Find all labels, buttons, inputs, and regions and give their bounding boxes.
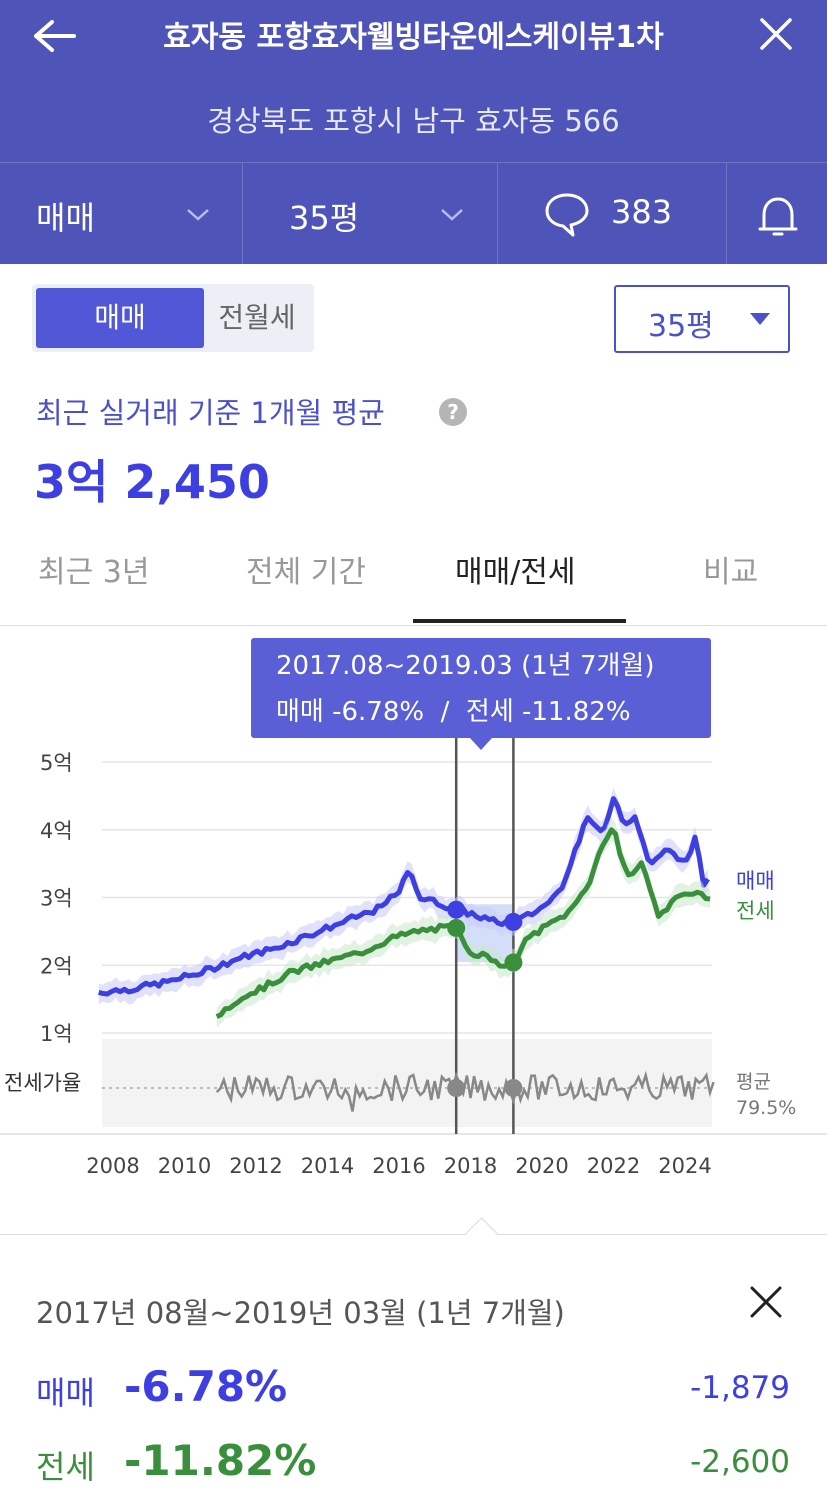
rent-diff: -2,600 bbox=[690, 1444, 790, 1480]
sale-line bbox=[98, 796, 710, 997]
segment-rent[interactable]: 전월세 bbox=[218, 301, 296, 334]
y-axis: 1억 2억 3억 4억 5억 bbox=[40, 751, 73, 1046]
chevron-down-icon bbox=[441, 209, 463, 221]
period-tabs: 최근 3년 전체 기간 매매/전세 비교 bbox=[0, 535, 827, 626]
ratio-series bbox=[215, 1070, 715, 1112]
address: 경상북도 포항시 남구 효자동 566 bbox=[207, 104, 620, 138]
tab-all-period[interactable]: 전체 기간 bbox=[246, 555, 366, 590]
ratio-marker bbox=[504, 1079, 523, 1097]
chart-grid bbox=[102, 761, 712, 1034]
selection-marker bbox=[447, 900, 466, 919]
selection-tooltip: 2017.08~2019.03 (1년 7개월) 매매 -6.78% / 전세 … bbox=[251, 638, 711, 750]
ratio-line bbox=[215, 1070, 715, 1112]
y-tick-label: 1억 bbox=[40, 1022, 73, 1046]
legend-sale: 매매 bbox=[736, 869, 775, 893]
avg-label: 최근 실거래 기준 1개월 평균 bbox=[36, 396, 385, 430]
selection-markers bbox=[447, 900, 523, 1097]
header-filter-bar: 매매 35평 383 bbox=[0, 162, 827, 265]
rent-line bbox=[215, 827, 711, 1019]
comments-button[interactable]: 383 bbox=[497, 163, 727, 265]
x-tick-label: 2016 bbox=[372, 1154, 425, 1178]
selection-marker bbox=[504, 912, 523, 931]
trade-type-dropdown[interactable]: 매매 bbox=[0, 163, 243, 265]
active-tab-indicator bbox=[413, 619, 626, 623]
help-icon[interactable]: ? bbox=[439, 398, 467, 426]
pyeong-select[interactable]: 35평 bbox=[614, 285, 790, 353]
x-tick-label: 2022 bbox=[587, 1154, 640, 1178]
sale-pct: -6.78% bbox=[124, 1362, 288, 1411]
ratio-label: 전세가율 bbox=[4, 1071, 81, 1095]
trade-type-label: 매매 bbox=[36, 199, 95, 237]
sale-diff: -1,879 bbox=[690, 1370, 790, 1406]
tooltip-box bbox=[251, 638, 711, 738]
rent-pct: -11.82% bbox=[124, 1436, 317, 1485]
caret-down-icon bbox=[750, 313, 770, 325]
ratio-avg-value: 79.5% bbox=[736, 1097, 796, 1119]
y-tick-label: 2억 bbox=[40, 954, 73, 978]
x-tick-label: 2020 bbox=[515, 1154, 568, 1178]
speech-bubble-icon bbox=[545, 193, 589, 237]
x-axis: 2008 2010 2012 2014 2016 2018 2020 2022 2024 bbox=[86, 1154, 711, 1178]
x-tick-label: 2010 bbox=[158, 1154, 211, 1178]
tooltip-period: 2017.08~2019.03 (1년 7개월) bbox=[276, 651, 654, 681]
avg-price: 3억 2,450 bbox=[34, 455, 270, 509]
price-chart[interactable]: 전세가율 평균 79.5% 1억 2억 3억 4억 5억 2008 2010 2012 201… bbox=[0, 626, 827, 1226]
legend-rent: 전세 bbox=[736, 899, 775, 923]
sale-label: 매매 bbox=[36, 1374, 95, 1412]
x-tick-label: 2014 bbox=[301, 1154, 354, 1178]
sale-range-band bbox=[98, 788, 708, 1005]
pyeong-label: 35평 bbox=[289, 199, 360, 237]
period-text: 2017년 08월~2019년 03월 (1년 7개월) bbox=[36, 1296, 565, 1330]
alert-button[interactable] bbox=[726, 163, 827, 265]
close-icon[interactable] bbox=[758, 16, 794, 52]
app-header: 효자동 포항효자웰빙타운에스케이뷰1차 경상북도 포항시 남구 효자동 566 … bbox=[0, 0, 827, 265]
bell-icon bbox=[758, 197, 798, 236]
tooltip-pointer bbox=[470, 738, 492, 750]
y-tick-label: 5억 bbox=[40, 751, 73, 775]
rent-label: 전세 bbox=[36, 1448, 95, 1486]
comment-count: 383 bbox=[611, 193, 673, 231]
x-tick-label: 2018 bbox=[444, 1154, 497, 1178]
ratio-avg-label: 평균 bbox=[736, 1071, 771, 1093]
selection-summary: 2017년 08월~2019년 03월 (1년 7개월) 매매 -6.78% -… bbox=[0, 1246, 827, 1498]
pyeong-select-label: 35평 bbox=[648, 309, 714, 344]
selection-marker bbox=[504, 953, 523, 972]
section-divider bbox=[0, 1234, 827, 1235]
x-tick-label: 2024 bbox=[658, 1154, 711, 1178]
tab-recent-3y[interactable]: 최근 3년 bbox=[38, 555, 150, 590]
close-icon[interactable] bbox=[748, 1284, 784, 1320]
chevron-down-icon bbox=[187, 209, 209, 221]
pyeong-dropdown[interactable]: 35평 bbox=[242, 163, 498, 265]
series-lines bbox=[98, 788, 711, 1028]
x-tick-label: 2012 bbox=[229, 1154, 282, 1178]
trade-segment-control: 매매 전월세 bbox=[32, 284, 314, 352]
back-arrow-icon[interactable] bbox=[30, 18, 76, 54]
ratio-marker bbox=[447, 1079, 466, 1097]
tab-sale-rent[interactable]: 매매/전세 bbox=[455, 555, 576, 590]
y-tick-label: 4억 bbox=[40, 819, 73, 843]
tooltip-changes: 매매 -6.78% / 전세 -11.82% bbox=[276, 697, 631, 727]
page-title: 효자동 포항효자웰빙타운에스케이뷰1차 bbox=[163, 20, 664, 55]
y-tick-label: 3억 bbox=[40, 887, 73, 911]
selection-marker bbox=[447, 918, 466, 937]
tab-compare[interactable]: 비교 bbox=[703, 555, 759, 590]
segment-sale[interactable]: 매매 bbox=[36, 288, 204, 348]
x-tick-label: 2008 bbox=[86, 1154, 139, 1178]
